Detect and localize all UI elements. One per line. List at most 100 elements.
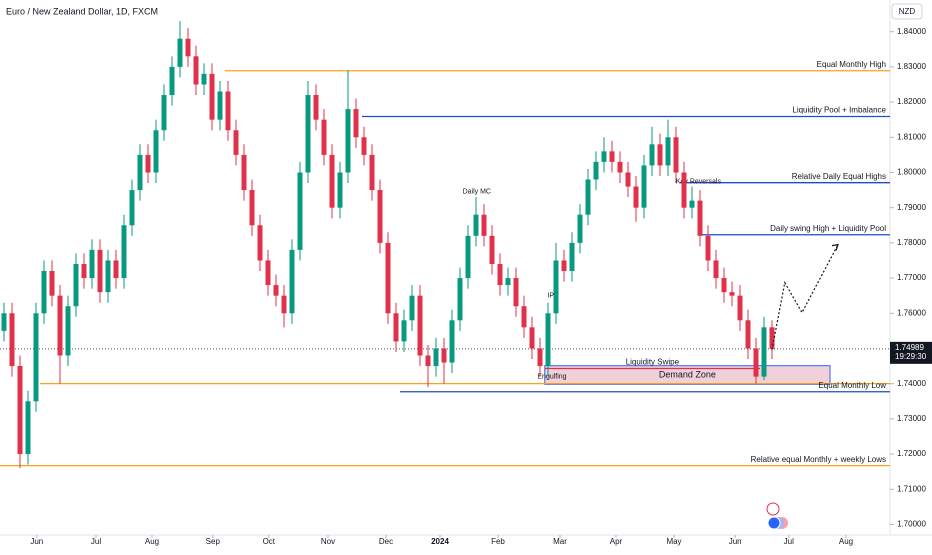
candle-body: [521, 306, 527, 328]
plot: Demand Zone Equal Monthly High Liquidity P…: [0, 21, 890, 469]
y-tick-label: 1.83000: [897, 62, 926, 71]
candle-body: [1, 313, 7, 331]
x-tick-label: Jun: [729, 537, 742, 546]
level-label: Equal Monthly High: [817, 60, 886, 69]
note: IPA: [547, 293, 558, 300]
candle-body: [185, 38, 191, 57]
y-tick-label: 1.84000: [897, 27, 926, 36]
currency-box[interactable]: [891, 3, 923, 20]
candle-body: [561, 260, 567, 272]
candle-body: [201, 73, 207, 85]
chart-title: Euro / New Zealand Dollar, 1D, FXCM: [6, 6, 158, 16]
candle-body: [241, 154, 247, 191]
candle-body: [233, 130, 239, 155]
candle-body: [545, 313, 551, 367]
candle-body: [281, 295, 287, 314]
candle-body: [601, 151, 607, 162]
candle-body: [569, 242, 575, 272]
y-tick-label: 1.73000: [897, 414, 926, 423]
x-tick-label: Jul: [91, 537, 101, 546]
candle-body: [745, 320, 751, 349]
candle-body: [489, 235, 495, 264]
candle-body: [89, 249, 95, 279]
y-tick-label: 1.77000: [897, 273, 926, 282]
x-tick-label: Aug: [145, 537, 159, 546]
x-tick-label: Jul: [784, 537, 794, 546]
candle-body: [305, 95, 311, 173]
candle-body: [401, 320, 407, 342]
candle-body: [361, 137, 367, 155]
candle-body: [113, 260, 119, 279]
candle-body: [57, 295, 63, 356]
candle-body: [289, 249, 295, 314]
candle-body: [337, 172, 343, 208]
candle-body: [265, 260, 271, 286]
event-icon[interactable]: [767, 516, 781, 530]
y-tick-label: 1.70000: [897, 520, 926, 529]
candle-body: [81, 263, 87, 279]
candle-body: [49, 271, 55, 296]
y-tick-label: 1.80000: [897, 168, 926, 177]
candle-body: [225, 91, 231, 131]
candle-body: [33, 313, 39, 402]
projection-arrow: [831, 243, 839, 251]
projection: [771, 244, 839, 350]
candle-body: [641, 165, 647, 208]
candle-body: [321, 119, 327, 155]
x-tick-label: Mar: [553, 537, 567, 546]
x-tick-label: Sep: [206, 537, 221, 546]
candle-body: [673, 137, 679, 173]
candle-body: [721, 278, 727, 293]
candle-body: [9, 313, 15, 367]
candle-body: [249, 190, 255, 226]
candle-body: [497, 263, 503, 286]
candle-body: [529, 327, 535, 349]
candle-body: [473, 214, 479, 236]
demand-zone: [544, 365, 831, 385]
level-label: Liquidity Pool + Imbalance: [792, 106, 886, 115]
zone-label: Demand Zone: [659, 369, 716, 379]
candle-body: [97, 249, 103, 293]
candle-body: [617, 161, 623, 173]
candle-body: [713, 260, 719, 279]
candle-body: [257, 225, 263, 261]
last-price: 1.74989: [895, 343, 924, 352]
candle-body: [585, 179, 591, 215]
x-tick-label: Aug: [839, 537, 853, 546]
y-tick-label: 1.76000: [897, 308, 926, 317]
x-tick-label: 2024: [431, 537, 449, 546]
candle-body: [505, 278, 511, 286]
candle-body: [609, 151, 615, 162]
candle-body: [17, 366, 23, 455]
x-tick-label: Apr: [610, 537, 623, 546]
candle-body: [209, 73, 215, 120]
y-tick-label: 1.81000: [897, 132, 926, 141]
candle-body: [137, 154, 143, 191]
candle-body: [737, 295, 743, 321]
note: Engulfing: [537, 373, 566, 380]
candle-body: [409, 295, 415, 321]
candle-body: [465, 235, 471, 279]
note: Key Reversals: [676, 178, 722, 185]
candle-body: [441, 348, 447, 363]
candle-body: [273, 285, 279, 296]
level-label: Daily swing High + Liquidity Pool: [770, 224, 886, 233]
y-tick-label: 1.78000: [897, 238, 926, 247]
candle-body: [449, 320, 455, 363]
candle-body: [25, 401, 31, 455]
candle-body: [593, 161, 599, 180]
last-price-box: [890, 341, 932, 364]
x-tick-label: Nov: [321, 537, 335, 546]
y-tick-label: 1.71000: [897, 484, 926, 493]
candle-body: [65, 306, 71, 356]
x-tick-label: Dec: [379, 537, 393, 546]
alert-icon[interactable]: [766, 502, 780, 516]
candle-body: [769, 327, 775, 349]
candle-body: [329, 154, 335, 208]
candle-body: [121, 225, 127, 279]
candle-body: [681, 172, 687, 208]
candle-body: [161, 95, 167, 131]
y-tick-label: 1.79000: [897, 203, 926, 212]
x-tick-label: Oct: [263, 537, 276, 546]
currency[interactable]: NZD: [899, 7, 916, 16]
